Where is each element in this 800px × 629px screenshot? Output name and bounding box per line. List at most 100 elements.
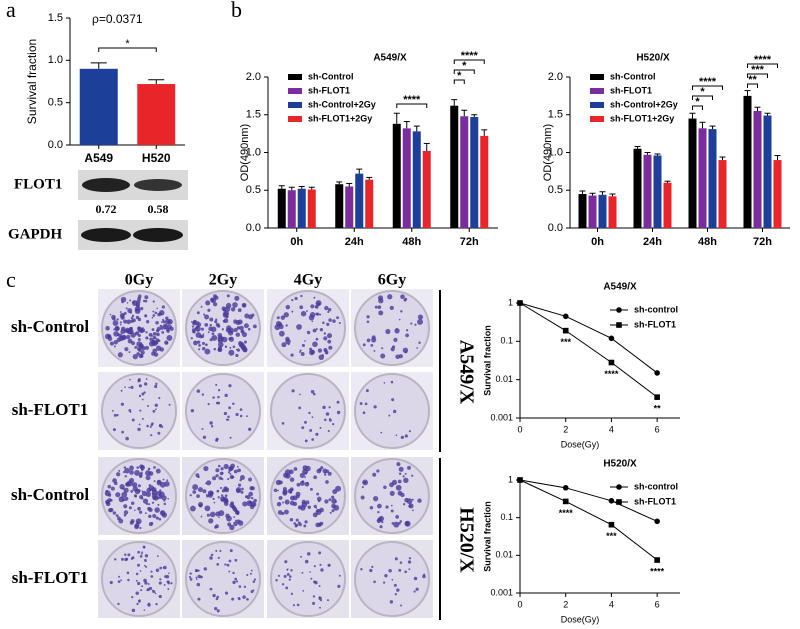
colony-dot xyxy=(152,514,157,519)
bar xyxy=(137,84,176,145)
blot-band xyxy=(133,228,183,242)
colony-dot xyxy=(111,314,116,320)
colony-dot xyxy=(224,563,227,566)
colony-dot xyxy=(198,344,201,347)
significance-bracket xyxy=(692,85,723,90)
row-label: sh-FLOT1 xyxy=(12,568,89,587)
colony-dot xyxy=(151,316,154,319)
colony-dot xyxy=(141,551,144,554)
colony-dot xyxy=(203,465,209,472)
colony-dot xyxy=(155,516,159,520)
colony-dot xyxy=(117,580,121,583)
colony-dot xyxy=(140,307,144,311)
colony-dot xyxy=(246,415,248,418)
bar xyxy=(470,117,479,228)
colony-dot xyxy=(232,571,235,575)
colony-dot xyxy=(167,588,170,590)
colony-dot xyxy=(252,324,257,329)
colony-dot xyxy=(237,319,243,325)
legend-swatch xyxy=(288,74,302,80)
colony-dot xyxy=(387,294,393,300)
y-tick-label: 2.0 xyxy=(548,71,563,83)
row-label: sh-Control xyxy=(11,485,89,504)
bar xyxy=(297,188,306,228)
colony-dot xyxy=(218,476,222,480)
colony-dot xyxy=(296,324,302,330)
colony-dot xyxy=(417,498,422,503)
colony-dot xyxy=(196,340,201,344)
colony-dot xyxy=(289,518,294,522)
colony-dot xyxy=(164,325,167,328)
colony-dot xyxy=(143,559,147,562)
colony-dot xyxy=(124,347,129,352)
colony-dot xyxy=(217,388,221,392)
significance-label: *** xyxy=(606,531,617,541)
colony-dot xyxy=(381,347,384,350)
colony-dot xyxy=(397,479,402,484)
dish xyxy=(101,373,177,449)
colony-dot xyxy=(320,568,324,572)
colony-dot xyxy=(126,480,133,487)
y-tick-label: 2.0 xyxy=(246,71,261,83)
colony-dot xyxy=(201,346,206,351)
colony-dot xyxy=(239,325,244,331)
colony-dot xyxy=(232,580,236,585)
colony-dot xyxy=(166,479,169,482)
colony-dot xyxy=(211,334,218,341)
bar xyxy=(598,194,607,228)
colony-dot xyxy=(417,318,424,325)
colony-dot xyxy=(118,335,125,342)
colony-dot xyxy=(370,344,374,347)
colony-dot xyxy=(273,488,278,493)
colony-dot xyxy=(303,524,307,528)
colony-dot xyxy=(304,439,308,443)
colony-dot xyxy=(405,329,409,332)
colony-dot xyxy=(137,506,141,511)
colony-dot xyxy=(212,396,215,399)
colony-dot xyxy=(236,465,239,468)
colony-dot xyxy=(398,466,404,472)
colony-dot xyxy=(233,521,238,527)
significance-bracket xyxy=(396,103,428,108)
colony-dot xyxy=(125,436,129,441)
colony-dot xyxy=(324,305,329,311)
colony-dot xyxy=(229,472,232,475)
colony-dot xyxy=(391,398,395,402)
colony-dot xyxy=(312,392,316,396)
dish xyxy=(270,541,346,617)
colony-dot xyxy=(319,328,324,332)
colony-dot xyxy=(205,494,208,496)
colony-dot xyxy=(280,315,286,320)
colony-dot xyxy=(327,599,330,602)
colony-dot xyxy=(228,384,232,388)
legend-swatch xyxy=(590,102,604,108)
colony-dot xyxy=(140,552,143,555)
colony-dot xyxy=(189,494,192,497)
bar xyxy=(355,173,364,228)
colony-dot xyxy=(161,321,163,323)
panel-label: b xyxy=(231,0,242,22)
colony-dot xyxy=(112,428,116,432)
colony-dot xyxy=(423,573,426,576)
colony-dot xyxy=(397,490,403,496)
colony-dot xyxy=(229,549,233,553)
colony-dot xyxy=(248,477,252,482)
chart-title: H520/X xyxy=(603,459,637,470)
colony-dot xyxy=(394,328,400,334)
colony-dot xyxy=(113,345,116,348)
colony-dot xyxy=(194,327,198,330)
colony-dot xyxy=(189,572,192,575)
colony-dot xyxy=(304,476,307,479)
colony-dot xyxy=(285,304,291,310)
dish xyxy=(354,458,430,534)
colony-dot xyxy=(237,308,242,313)
colony-dot xyxy=(298,350,301,353)
colony-dot xyxy=(336,410,341,415)
colony-dot xyxy=(277,574,280,577)
significance-bracket xyxy=(692,105,703,110)
colony-dot xyxy=(135,308,137,311)
colony-dot xyxy=(282,501,284,504)
colony-dot xyxy=(292,604,295,607)
point xyxy=(654,370,660,376)
